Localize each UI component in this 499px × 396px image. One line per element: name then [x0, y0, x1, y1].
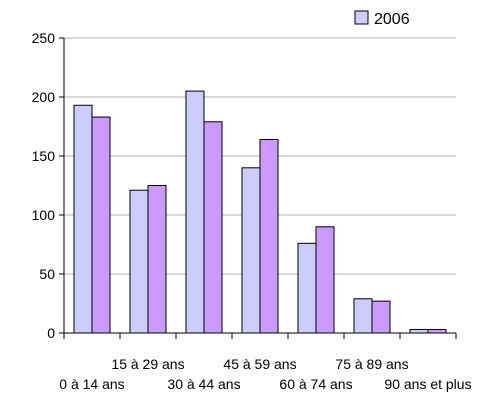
- bar-series1: [297, 242, 317, 334]
- bar-series1: [185, 90, 205, 334]
- y-tick-label: 100: [32, 207, 56, 223]
- bar-series2: [371, 300, 391, 334]
- y-tick-label: 250: [32, 30, 56, 46]
- bar-series2: [259, 138, 279, 334]
- y-tick-labels: 0 50 100 150 200 250: [32, 30, 64, 341]
- x-tick-label: 60 à 74 ans: [279, 376, 352, 392]
- x-tick-label: 45 à 59 ans: [223, 356, 296, 372]
- bars: [73, 90, 447, 334]
- bar-series2: [427, 328, 447, 334]
- x-tick-label: 0 à 14 ans: [59, 376, 124, 392]
- legend-label-2006: 2006: [374, 11, 410, 28]
- bar-series1: [409, 328, 429, 334]
- x-tick-label: 15 à 29 ans: [111, 356, 184, 372]
- y-tick-label: 50: [39, 266, 55, 282]
- bar-series1: [73, 104, 93, 334]
- x-tick-label: 75 à 89 ans: [335, 356, 408, 372]
- bar-series2: [315, 226, 335, 334]
- legend-swatch-2006: [354, 10, 369, 25]
- axes: [63, 38, 456, 334]
- bar-series1: [241, 167, 261, 334]
- y-tick-label: 0: [47, 325, 55, 341]
- bar-series1: [353, 298, 373, 334]
- bar-series2: [91, 116, 111, 334]
- x-tick-labels: 0 à 14 ans 15 à 29 ans 30 à 44 ans 45 à 59 …: [59, 333, 472, 392]
- legend: 2006: [354, 10, 410, 28]
- y-tick-label: 150: [32, 148, 56, 164]
- bar-series1: [129, 189, 149, 334]
- bar-series2: [147, 185, 167, 334]
- x-tick-label: 90 ans et plus: [384, 376, 471, 392]
- x-tick-label: 30 à 44 ans: [167, 376, 240, 392]
- bar-series2: [203, 121, 223, 334]
- y-tick-label: 200: [32, 89, 56, 105]
